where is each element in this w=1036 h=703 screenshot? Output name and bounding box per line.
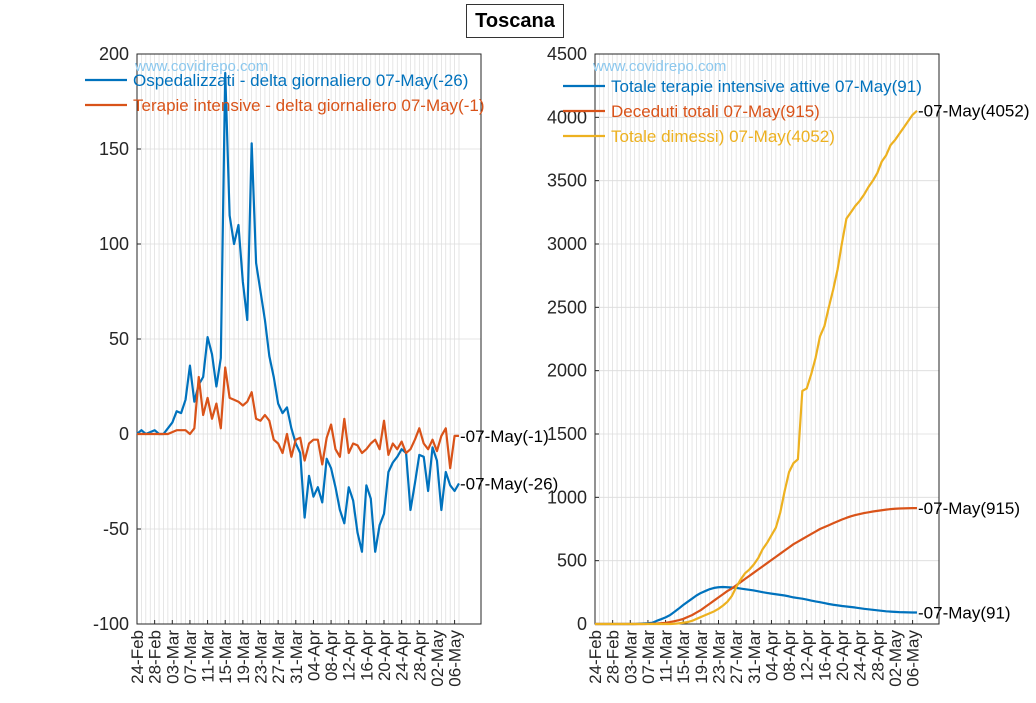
x-tick-label: 16-Apr	[357, 630, 376, 681]
y-tick-label: 150	[99, 139, 129, 159]
x-tick-label: 24-Apr	[851, 630, 870, 681]
y-tick-label: 500	[557, 551, 587, 571]
y-tick-label: 0	[577, 614, 587, 634]
right-chart-panel: 0 500 1000 1500 2000 2500 3000 3500 4000 4500 24-F…	[547, 44, 1030, 687]
x-tick-label: 24-Apr	[393, 630, 412, 681]
y-tick-label: 0	[119, 424, 129, 444]
x-tick-label: 03-Mar	[163, 630, 182, 684]
x-tick-label: 11-Mar	[657, 630, 676, 683]
x-tick-label: 08-Apr	[780, 630, 799, 681]
y-tick-label: -100	[93, 614, 129, 634]
y-tick-label: 2500	[547, 297, 587, 317]
series-end-label: -07-May(-1)	[460, 427, 549, 446]
y-tick-label: 2000	[547, 361, 587, 381]
x-tick-label: 07-Mar	[639, 630, 658, 684]
x-tick-label: 04-Apr	[762, 630, 781, 681]
watermark: www.covidrepo.com	[592, 58, 726, 75]
x-tick-label: 23-Mar	[710, 630, 729, 684]
x-tick-label: 16-Apr	[815, 630, 834, 681]
legend: Ospedalizzati - delta giornaliero 07-May…	[85, 71, 485, 115]
y-tick-label: 3000	[547, 234, 587, 254]
x-tick-label: 11-Mar	[199, 630, 218, 683]
y-tick-label: 4000	[547, 107, 587, 127]
y-tick-label: 3500	[547, 171, 587, 191]
watermark: www.covidrepo.com	[134, 58, 268, 75]
legend-entry: Ospedalizzati - delta giornaliero 07-May…	[133, 71, 468, 90]
x-tick-label: 12-Apr	[340, 630, 359, 681]
x-tick-label: 12-Apr	[798, 630, 817, 681]
x-tick-label: 15-Mar	[216, 630, 235, 684]
figure-title: Toscana	[466, 4, 564, 38]
x-tick-label: 06-May	[904, 630, 923, 687]
x-tick-label: 27-Mar	[269, 630, 288, 684]
x-tick-label: 28-Apr	[868, 630, 887, 681]
x-tick-label: 20-Apr	[833, 630, 852, 681]
x-tick-label: 23-Mar	[252, 630, 271, 684]
x-tick-label: 27-Mar	[727, 630, 746, 684]
x-tick-label: 15-Mar	[674, 630, 693, 684]
axes-box	[594, 53, 940, 625]
series-line	[137, 366, 459, 470]
x-tick-label: 04-Apr	[304, 630, 323, 681]
legend-entry: Terapie intensive - delta giornaliero 07…	[133, 96, 485, 115]
y-tick-label: 50	[109, 329, 129, 349]
y-tick-label: 4500	[547, 44, 587, 64]
series-end-label: -07-May(91)	[918, 603, 1011, 622]
x-tick-label: 08-Apr	[322, 630, 341, 681]
x-tick-label: 28-Apr	[410, 630, 429, 681]
x-tick-label: 31-Mar	[745, 630, 764, 684]
y-tick-label: 200	[99, 44, 129, 64]
y-tick-label: 1000	[547, 487, 587, 507]
x-tick-label: 28-Feb	[604, 630, 623, 684]
legend-entry: Totale terapie intensive attive 07-May(9…	[611, 77, 922, 96]
series-end-label: -07-May(4052)	[918, 102, 1030, 121]
series-line	[595, 109, 918, 626]
y-tick-label: 100	[99, 234, 129, 254]
x-tick-label: 19-Mar	[692, 630, 711, 684]
series-end-label: -07-May(-26)	[460, 474, 558, 493]
y-tick-label: -50	[103, 519, 129, 539]
legend: Totale terapie intensive attive 07-May(9…	[563, 77, 922, 146]
x-tick-label: 20-Apr	[375, 630, 394, 681]
x-tick-label: 07-Mar	[181, 630, 200, 684]
x-tick-label: 19-Mar	[234, 630, 253, 684]
x-tick-label: 24-Feb	[128, 630, 147, 684]
y-tick-label: 1500	[547, 424, 587, 444]
legend-entry: Totale dimessi) 07-May(4052)	[611, 127, 835, 146]
series-end-label: -07-May(915)	[918, 499, 1020, 518]
x-tick-label: 02-May	[428, 630, 447, 687]
gridlines	[594, 53, 939, 625]
x-tick-label: 24-Feb	[586, 630, 605, 684]
x-tick-label: 28-Feb	[146, 630, 165, 684]
gridlines	[136, 53, 481, 625]
x-tick-label: 06-May	[446, 630, 465, 687]
left-chart-panel: -100 -50 0 50 100 150 200 24-Feb28-Feb03-Mar07-…	[85, 44, 558, 687]
x-tick-label: 02-May	[886, 630, 905, 687]
legend-entry: Deceduti totali 07-May(915)	[611, 102, 820, 121]
x-tick-label: 31-Mar	[287, 630, 306, 684]
x-tick-label: 03-Mar	[621, 630, 640, 684]
